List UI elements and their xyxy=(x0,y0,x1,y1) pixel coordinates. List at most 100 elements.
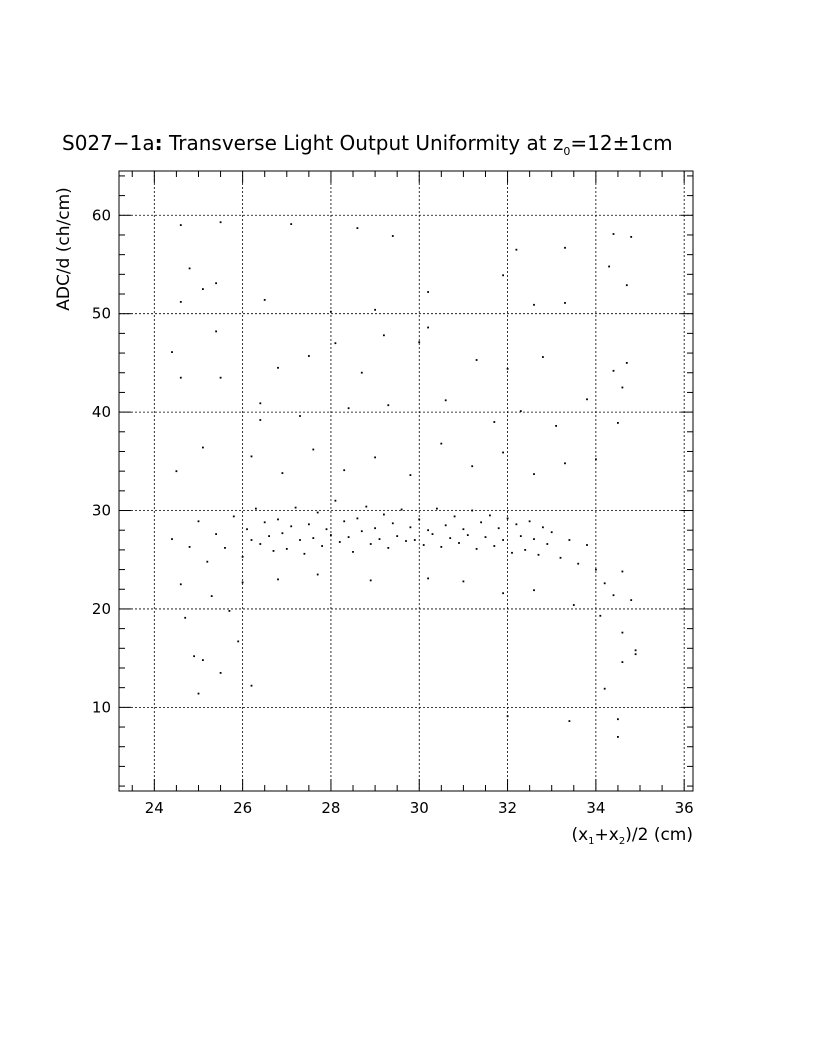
data-point xyxy=(617,422,619,424)
data-point xyxy=(634,649,637,652)
x-tick-label: 28 xyxy=(321,799,340,817)
data-point xyxy=(334,342,337,345)
data-point xyxy=(263,299,266,301)
data-point xyxy=(528,520,531,523)
data-point xyxy=(466,534,469,536)
data-point xyxy=(506,715,509,718)
xlabel-sub-2: 2 xyxy=(619,836,625,847)
data-point xyxy=(400,508,403,511)
data-point xyxy=(374,527,376,530)
data-point xyxy=(356,227,359,229)
data-point xyxy=(493,421,496,423)
data-point xyxy=(237,640,240,643)
data-point xyxy=(277,518,279,521)
data-point xyxy=(356,517,359,520)
data-point xyxy=(542,526,544,529)
grid xyxy=(119,171,693,791)
data-point xyxy=(471,465,474,468)
data-point xyxy=(215,282,217,285)
plot-frame xyxy=(118,170,694,792)
data-point xyxy=(506,367,509,370)
tick-labels: 24 26 28 30 32 34 36 10 20 30 40 50 60 xyxy=(92,206,694,817)
data-point xyxy=(586,398,588,401)
data-point xyxy=(255,507,257,510)
data-point xyxy=(171,351,173,353)
data-point xyxy=(299,539,301,541)
chart-title: S027−1a: Transverse Light Output Uniform… xyxy=(62,131,673,158)
data-point xyxy=(330,534,332,536)
data-point xyxy=(228,610,231,612)
data-point xyxy=(427,291,429,293)
data-point xyxy=(475,548,478,550)
data-point xyxy=(290,525,293,528)
data-point xyxy=(330,310,332,313)
data-point xyxy=(184,616,187,619)
data-point xyxy=(206,560,209,563)
title-colon: : xyxy=(155,131,163,155)
data-point xyxy=(440,546,443,548)
data-point xyxy=(515,523,518,526)
data-point xyxy=(294,506,297,509)
data-point xyxy=(241,555,244,558)
data-point xyxy=(436,507,438,510)
data-point xyxy=(219,672,222,674)
data-point xyxy=(202,446,204,449)
data-point xyxy=(250,684,253,687)
data-point xyxy=(188,546,191,548)
data-point xyxy=(391,522,394,525)
data-point xyxy=(617,718,619,721)
xlabel-part-b: +x xyxy=(595,825,619,845)
xlabel-sub-1: 1 xyxy=(588,836,594,847)
data-point xyxy=(347,536,350,538)
data-point xyxy=(387,404,390,407)
data-point xyxy=(595,458,597,461)
data-point xyxy=(352,551,354,553)
data-point xyxy=(572,604,575,606)
data-point xyxy=(347,407,350,410)
data-point xyxy=(215,330,217,333)
data-point xyxy=(197,692,200,695)
data-point xyxy=(413,539,416,541)
data-point xyxy=(224,547,226,549)
title-tail: =12±1cm xyxy=(570,131,672,155)
data-point xyxy=(542,356,544,358)
data-point xyxy=(599,614,602,617)
data-point xyxy=(193,655,195,658)
data-point xyxy=(608,265,610,268)
x-tick-label: 30 xyxy=(410,799,429,817)
data-point xyxy=(312,537,315,539)
data-point xyxy=(568,539,571,541)
data-point xyxy=(621,386,624,389)
data-point xyxy=(537,553,540,556)
data-point xyxy=(559,556,562,559)
y-tick-label: 60 xyxy=(92,206,111,224)
data-point xyxy=(577,562,580,565)
data-point xyxy=(533,473,535,475)
data-point xyxy=(511,551,513,554)
data-point xyxy=(533,538,535,540)
y-tick-label: 50 xyxy=(92,305,111,323)
data-point xyxy=(316,511,319,514)
data-point xyxy=(621,570,624,573)
data-point xyxy=(409,526,412,529)
data-point xyxy=(568,720,571,722)
data-point xyxy=(422,544,425,546)
data-point xyxy=(202,659,204,661)
data-point xyxy=(179,301,182,303)
data-point xyxy=(179,376,182,379)
data-point xyxy=(369,579,372,582)
data-point xyxy=(427,577,429,580)
data-point xyxy=(617,736,619,738)
data-point xyxy=(303,552,306,555)
data-point xyxy=(612,594,615,597)
data-point xyxy=(471,509,474,512)
data-point xyxy=(369,543,372,545)
data-point xyxy=(188,267,191,270)
data-point xyxy=(263,521,266,524)
data-point xyxy=(179,583,182,586)
data-point xyxy=(285,548,288,550)
data-point xyxy=(281,472,284,474)
data-point xyxy=(418,518,421,521)
data-point xyxy=(250,455,253,458)
